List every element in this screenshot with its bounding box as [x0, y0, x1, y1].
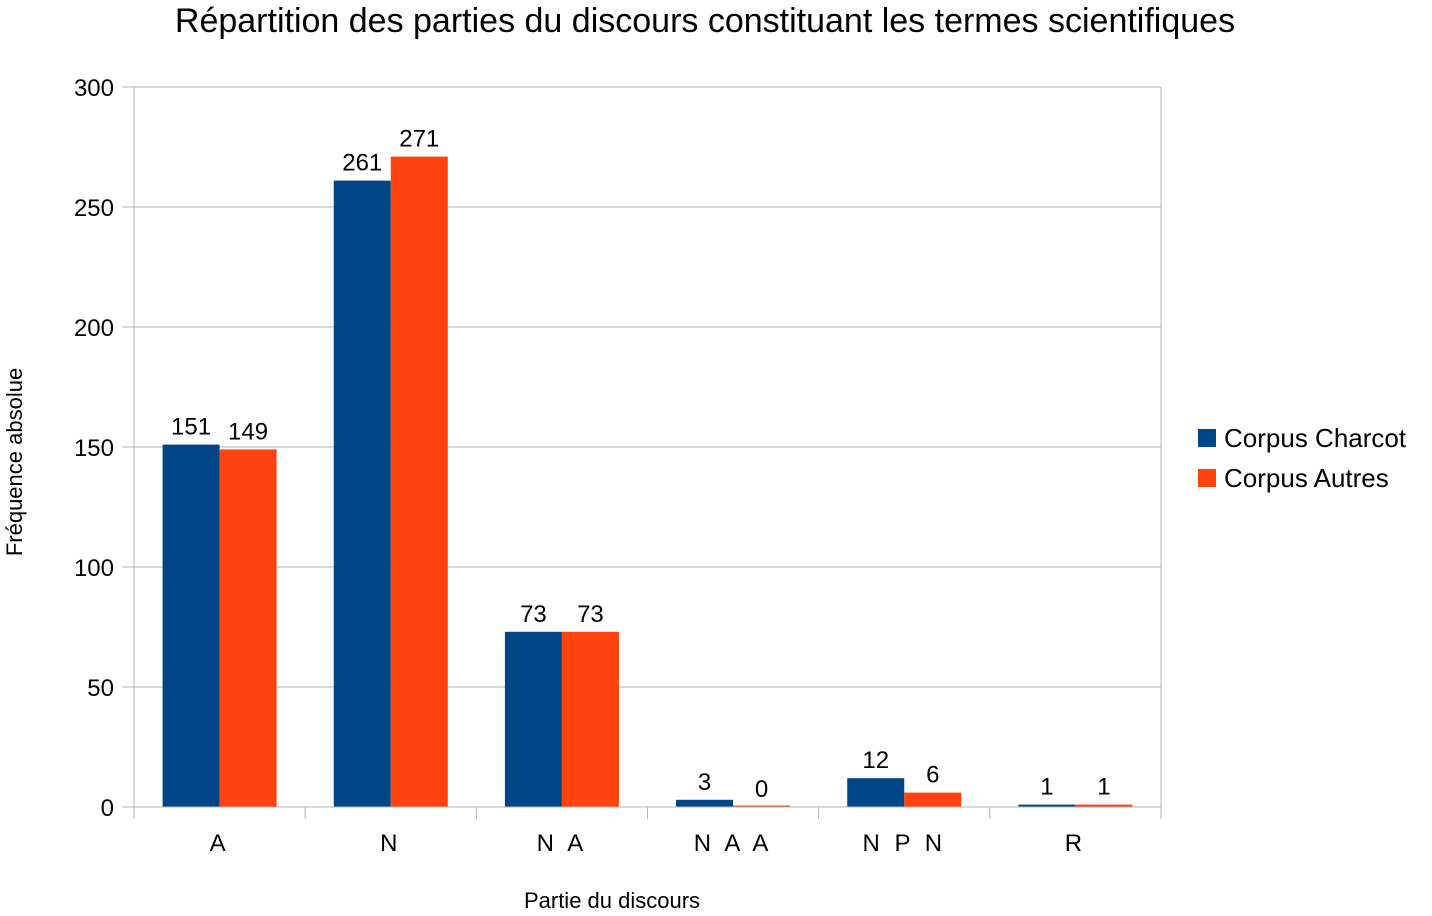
- bar-zero-line: [733, 805, 791, 807]
- bar-charcot: [504, 631, 562, 807]
- x-axis-title: Partie du discours: [524, 888, 700, 913]
- x-tick-label: N P N: [862, 830, 946, 857]
- chart-title: Répartition des parties du discours cons…: [174, 2, 1236, 40]
- bar-autres: [219, 449, 277, 807]
- bar-charcot: [333, 180, 391, 808]
- gridlines: [134, 86, 1162, 807]
- y-tick-label: 200: [74, 315, 114, 342]
- data-label: 1: [1040, 774, 1053, 801]
- legend-swatch-autres: [1198, 469, 1216, 487]
- data-label: 73: [520, 601, 547, 628]
- legend-item-autres: Corpus Autres: [1198, 458, 1406, 498]
- x-tick-label: N A A: [694, 830, 773, 857]
- legend-swatch-charcot: [1198, 429, 1216, 447]
- data-label: 3: [698, 769, 711, 796]
- bar-charcot: [676, 799, 734, 807]
- data-label: 149: [228, 418, 268, 445]
- data-label: 12: [862, 747, 889, 774]
- x-tick-label: R: [1065, 830, 1086, 857]
- bar-charcot: [847, 778, 905, 807]
- x-tick-label: A: [210, 830, 230, 857]
- legend-item-charcot: Corpus Charcot: [1198, 418, 1406, 458]
- y-tick-label: 150: [74, 435, 114, 462]
- x-tick-label: N A: [537, 830, 588, 857]
- bar-autres: [1075, 804, 1133, 807]
- x-tick-label: N: [380, 830, 401, 857]
- bars: [162, 156, 1133, 808]
- y-tick-label: 300: [74, 75, 114, 102]
- legend-label-charcot: Corpus Charcot: [1224, 422, 1407, 453]
- data-label: 73: [577, 601, 604, 628]
- bar-charcot: [162, 444, 220, 807]
- y-tick-label: 0: [101, 795, 114, 822]
- labels: 0 50 100 150 200 250 300 151 261 73 3 12 1 149 271 73 0 6…: [74, 75, 1111, 857]
- data-label: 271: [399, 126, 439, 153]
- bar-autres: [390, 156, 448, 808]
- data-label: 0: [755, 776, 768, 803]
- data-label: 261: [342, 150, 382, 177]
- data-label: 6: [926, 762, 939, 789]
- legend: Corpus Charcot Corpus Autres: [1198, 418, 1406, 498]
- bar-charcot: [1018, 804, 1076, 807]
- bar-autres: [561, 631, 619, 807]
- y-tick-label: 50: [87, 675, 114, 702]
- axes: [122, 86, 1162, 819]
- legend-label-autres: Corpus Autres: [1224, 462, 1389, 493]
- bar-autres: [904, 792, 962, 807]
- y-tick-label: 100: [74, 555, 114, 582]
- data-label: 1: [1097, 774, 1110, 801]
- y-tick-label: 250: [74, 195, 114, 222]
- data-label: 151: [171, 414, 211, 441]
- y-axis-title: Fréquence absolue: [2, 368, 27, 556]
